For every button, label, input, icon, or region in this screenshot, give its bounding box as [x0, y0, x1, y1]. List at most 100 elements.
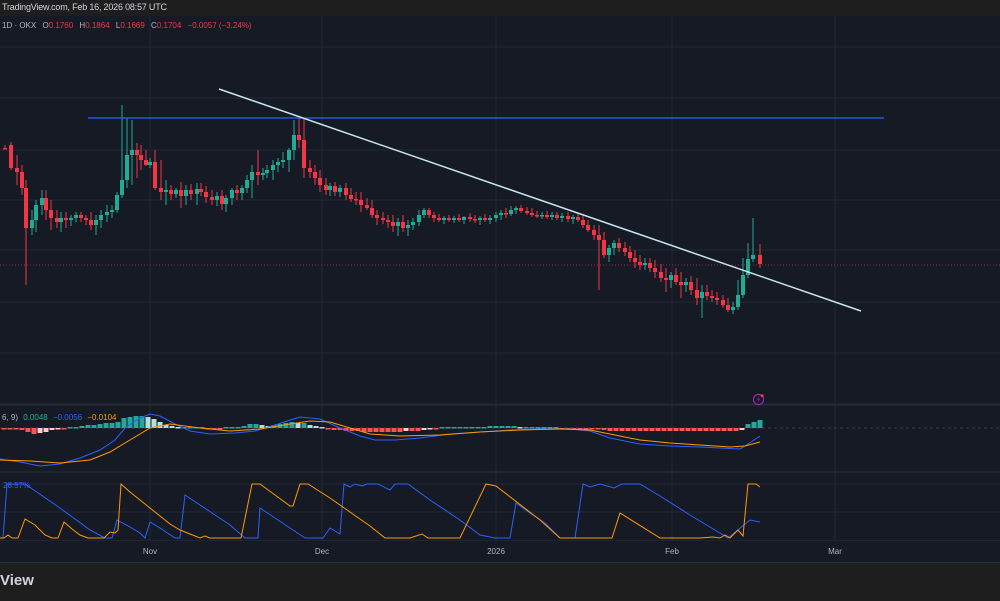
macd-histogram-bar	[721, 428, 727, 431]
macd-histogram-bar	[577, 428, 583, 430]
candle-body	[174, 190, 178, 194]
macd-signal-value: −0.0104	[87, 413, 117, 422]
candle-body	[442, 218, 446, 220]
candle-body	[99, 215, 103, 220]
macd-histogram-bar	[133, 416, 139, 428]
candle-body	[287, 150, 291, 160]
candle-body	[34, 205, 38, 220]
candle-body	[153, 162, 157, 188]
candle-body	[731, 307, 735, 310]
macd-histogram-bar	[703, 428, 709, 431]
candle-body	[669, 275, 673, 280]
open-label: O	[42, 21, 49, 30]
candle-body	[550, 215, 554, 217]
macd-histogram-bar	[169, 426, 175, 428]
candle-body	[406, 225, 410, 228]
macd-histogram-bar	[727, 428, 733, 431]
macd-histogram-bar	[127, 417, 133, 428]
candle-body	[514, 208, 518, 210]
candle-body	[689, 282, 693, 290]
macd-histogram-bar	[607, 428, 613, 431]
candle-body	[726, 305, 730, 310]
candle-body	[15, 168, 19, 172]
macd-histogram-bar	[649, 428, 655, 431]
candle-body	[483, 218, 487, 220]
macd-histogram-bar	[439, 427, 445, 429]
candle-body	[135, 150, 139, 155]
macd-histogram-bar	[355, 428, 361, 431]
candle-body	[333, 186, 337, 192]
macd-histogram-bar	[505, 426, 511, 428]
candle-body	[370, 208, 374, 215]
macd-histogram-bar	[331, 428, 337, 430]
candle-body	[607, 248, 611, 255]
candle-body	[94, 220, 98, 225]
aroon-value-label: 28.57%	[3, 481, 31, 490]
candle-body	[265, 170, 269, 173]
candle-body	[250, 172, 254, 180]
macd-histogram-bar	[157, 422, 163, 428]
macd-signal-line	[0, 420, 761, 464]
macd-histogram-bar	[619, 428, 625, 431]
header-title: TradingView.com, Feb 16, 2026 08:57 UTC	[2, 2, 167, 12]
macd-histogram-bar	[295, 423, 301, 428]
macd-line	[0, 413, 761, 467]
candle-body	[302, 140, 306, 168]
candle-body	[679, 282, 683, 285]
macd-histogram-bar	[661, 428, 667, 431]
candle-body	[261, 173, 265, 175]
macd-histogram-bar	[583, 428, 589, 430]
candle-body	[535, 215, 539, 217]
candle-body	[432, 215, 436, 218]
candle-body	[189, 190, 193, 194]
macd-histogram-bar	[43, 428, 49, 432]
candle-body	[245, 180, 249, 188]
macd-histogram-bar	[553, 427, 559, 429]
candle-body	[179, 190, 183, 196]
macd-histogram-bar	[223, 427, 229, 429]
macd-histogram-bar	[457, 427, 463, 429]
macd-histogram-bar	[85, 425, 91, 428]
candle-body	[560, 216, 564, 218]
macd-histogram-bar	[691, 428, 697, 431]
macd-histogram-bar	[667, 428, 673, 431]
candle-body	[308, 168, 312, 172]
time-axis[interactable]: Nov Dec 2026 Feb Mar	[0, 540, 1000, 563]
candle-body	[89, 220, 93, 225]
price-chart[interactable]	[0, 16, 1000, 540]
candle-body	[473, 219, 477, 221]
lightning-alert-icon[interactable]	[752, 393, 765, 406]
candle-body	[256, 172, 260, 175]
macd-histogram-bar	[67, 427, 73, 429]
candle-body	[375, 215, 379, 218]
macd-histogram-bar	[499, 426, 505, 428]
macd-histogram-bar	[283, 423, 289, 428]
candle-body	[623, 248, 627, 252]
macd-histogram-bar	[241, 426, 247, 428]
macd-histogram-bar	[733, 428, 739, 431]
footer-bar: View	[0, 562, 1000, 601]
candle-body	[499, 213, 503, 215]
candle-body	[427, 210, 431, 215]
macd-histogram-bar	[91, 425, 97, 428]
candle-body	[276, 162, 280, 165]
candle-body	[659, 272, 663, 278]
macd-histogram-bar	[541, 427, 547, 429]
macd-histogram-bar	[79, 426, 85, 428]
macd-histogram-bar	[547, 427, 553, 429]
candle-body	[44, 198, 48, 210]
candle-body	[530, 213, 534, 215]
candle-body	[359, 200, 363, 205]
candle-body	[638, 262, 642, 265]
aroon-down-line	[0, 483, 761, 539]
candle-body	[224, 198, 228, 204]
candle-body	[164, 190, 168, 192]
macd-histogram-bar	[37, 428, 43, 433]
candle-body	[55, 218, 59, 222]
header-bar: TradingView.com, Feb 16, 2026 08:57 UTC	[0, 0, 1000, 16]
xaxis-label-feb: Feb	[665, 547, 679, 556]
candle-body	[110, 210, 114, 212]
macd-histogram-bar	[253, 424, 259, 428]
macd-histogram-bar	[397, 428, 403, 432]
macd-histogram-bar	[427, 428, 433, 430]
